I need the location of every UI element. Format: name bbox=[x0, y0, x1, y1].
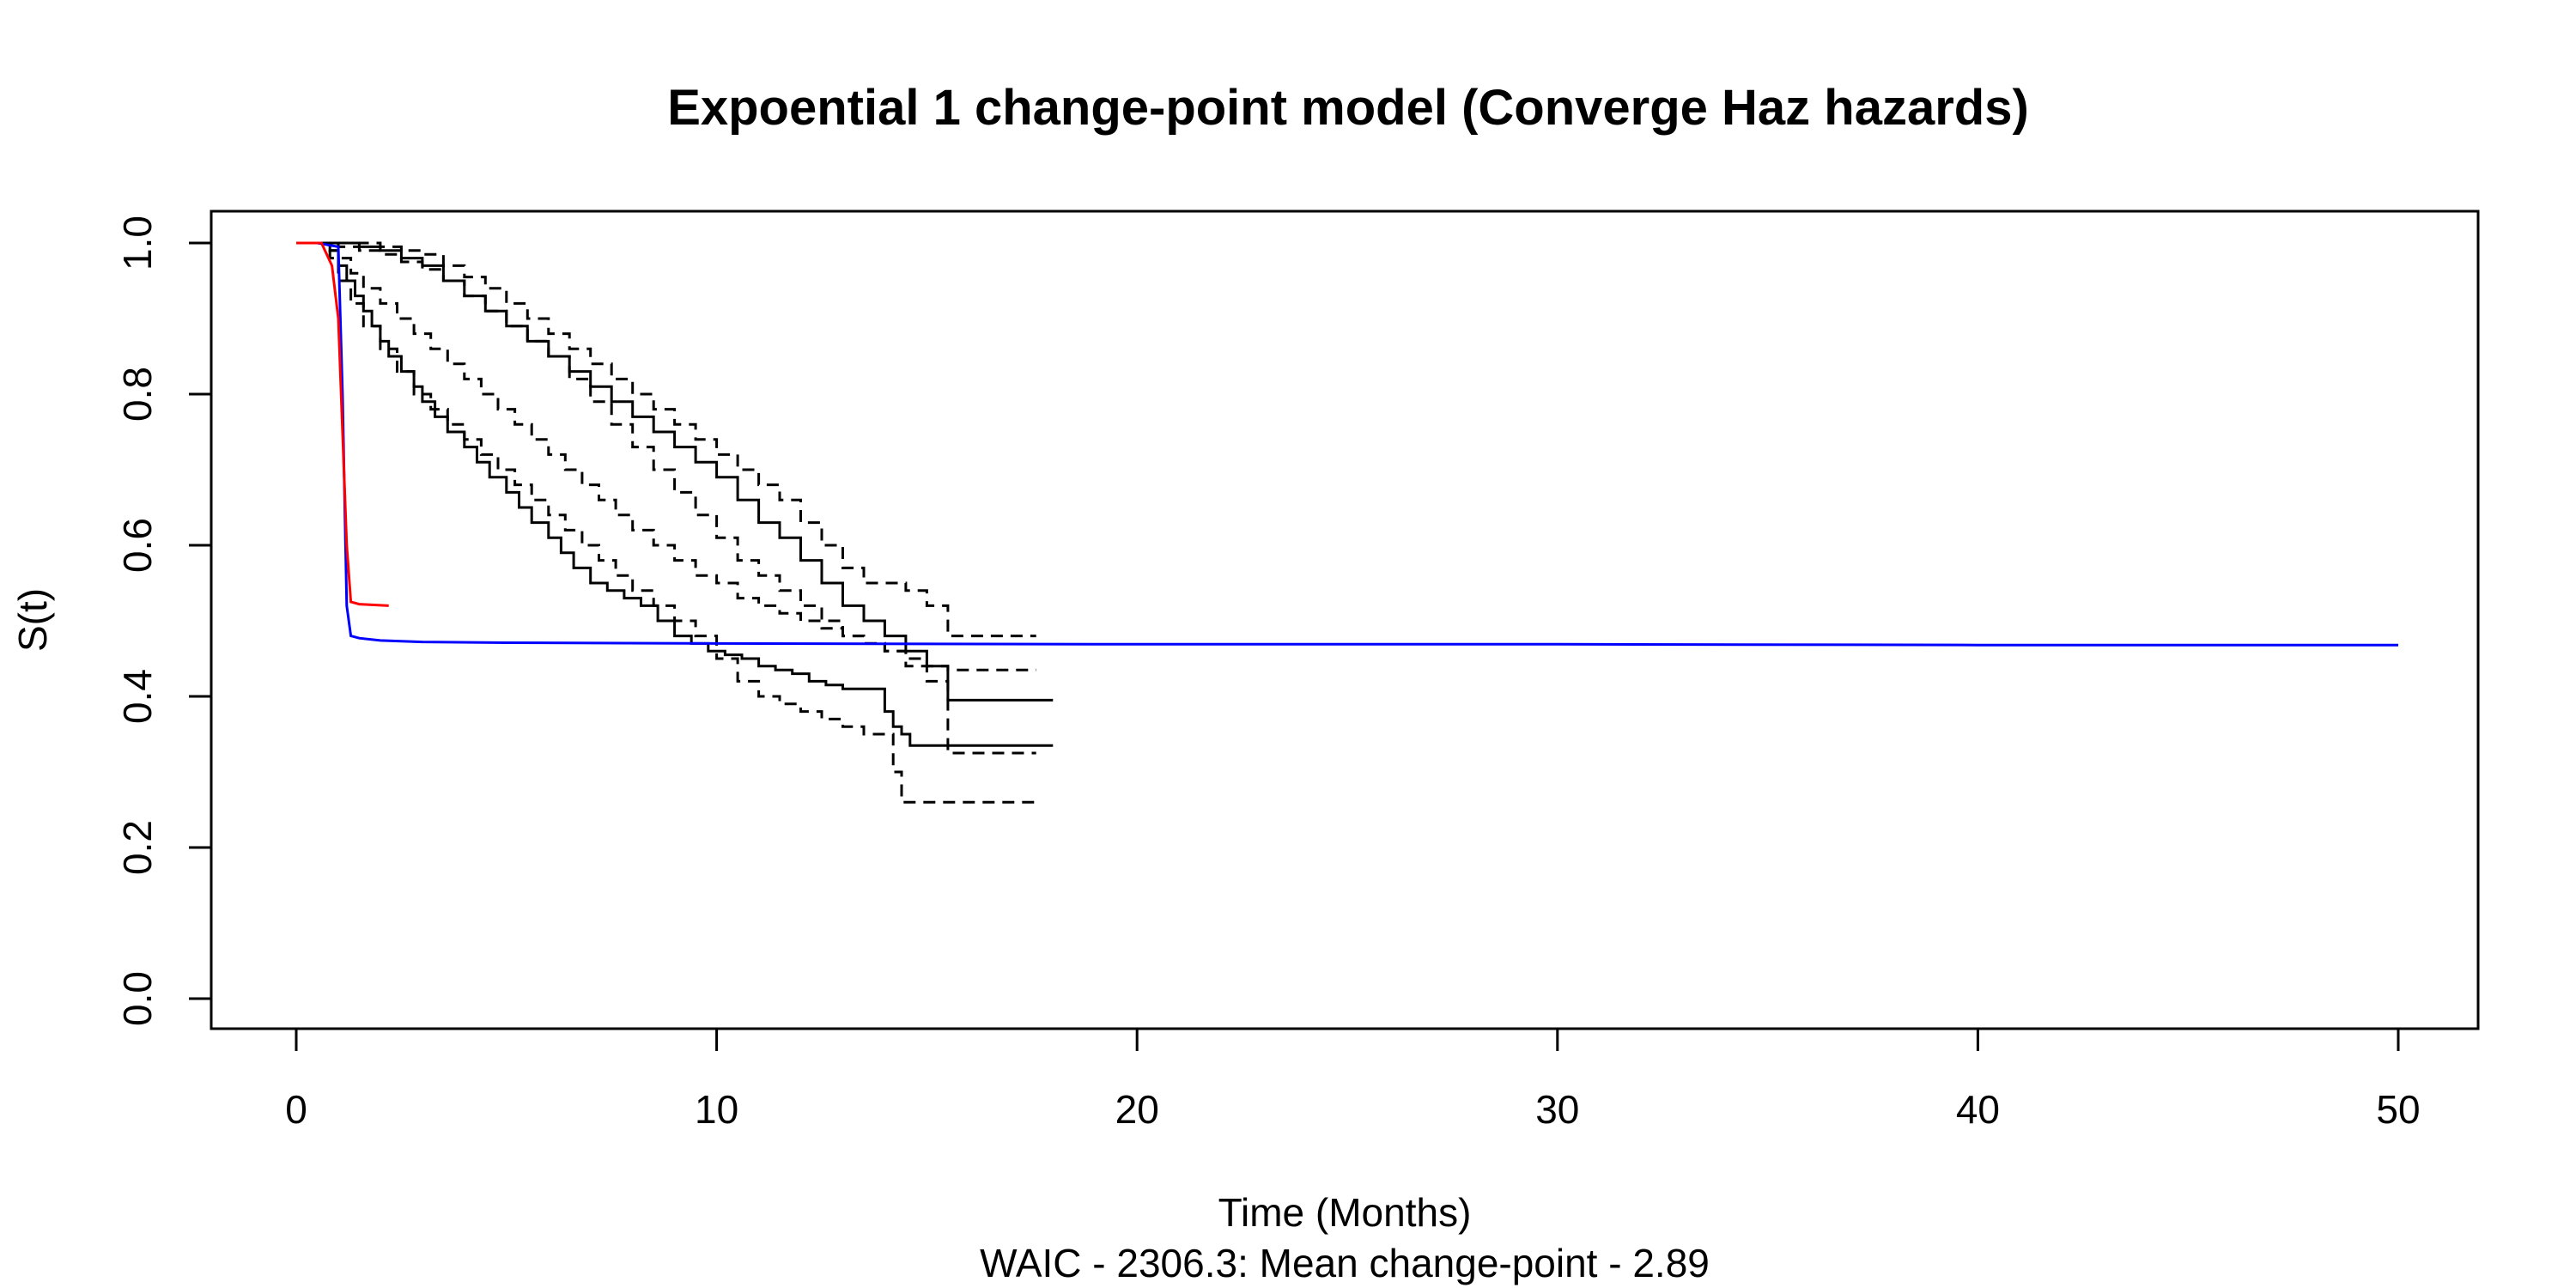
x-tick-label: 30 bbox=[1535, 1087, 1579, 1132]
series-line bbox=[296, 241, 389, 607]
series-3 bbox=[317, 241, 1054, 702]
series-line bbox=[317, 241, 1054, 702]
series-2 bbox=[317, 241, 1036, 755]
series-line bbox=[317, 241, 2398, 647]
x-tick-label: 20 bbox=[1115, 1087, 1159, 1132]
x-tick-label: 10 bbox=[695, 1087, 738, 1132]
series-7 bbox=[296, 241, 389, 607]
x-axis-label: Time (Months) bbox=[1218, 1190, 1472, 1235]
y-axis-label: S(t) bbox=[10, 588, 55, 652]
x-axis: 0 10 20 30 40 50 bbox=[285, 1027, 2421, 1132]
chart-title: Expoential 1 change-point model (Converg… bbox=[667, 80, 2029, 136]
y-axis: 0.0 0.2 0.4 0.6 0.8 1.0 bbox=[115, 216, 213, 1026]
plot-area bbox=[296, 241, 2398, 804]
series-6 bbox=[317, 241, 2398, 647]
series-4 bbox=[317, 241, 1036, 638]
series-line bbox=[317, 241, 1054, 747]
series-1 bbox=[317, 241, 1036, 804]
series-0 bbox=[317, 241, 1054, 747]
y-tick-label: 0.8 bbox=[115, 367, 160, 422]
y-tick-label: 1.0 bbox=[115, 216, 160, 270]
chart-subtitle: WAIC - 2306.3: Mean change-point - 2.89 bbox=[980, 1241, 1710, 1285]
y-tick-label: 0.6 bbox=[115, 518, 160, 573]
x-tick-label: 0 bbox=[285, 1087, 307, 1132]
y-tick-label: 0.0 bbox=[115, 971, 160, 1026]
y-tick-label: 0.4 bbox=[115, 669, 160, 724]
series-line bbox=[317, 241, 1036, 671]
x-tick-label: 40 bbox=[1956, 1087, 2000, 1132]
series-5 bbox=[317, 241, 1036, 671]
y-tick-label: 0.2 bbox=[115, 820, 160, 875]
x-tick-label: 50 bbox=[2376, 1087, 2420, 1132]
series-line bbox=[317, 241, 1036, 638]
series-line bbox=[317, 241, 1036, 755]
series-line bbox=[317, 241, 1036, 804]
